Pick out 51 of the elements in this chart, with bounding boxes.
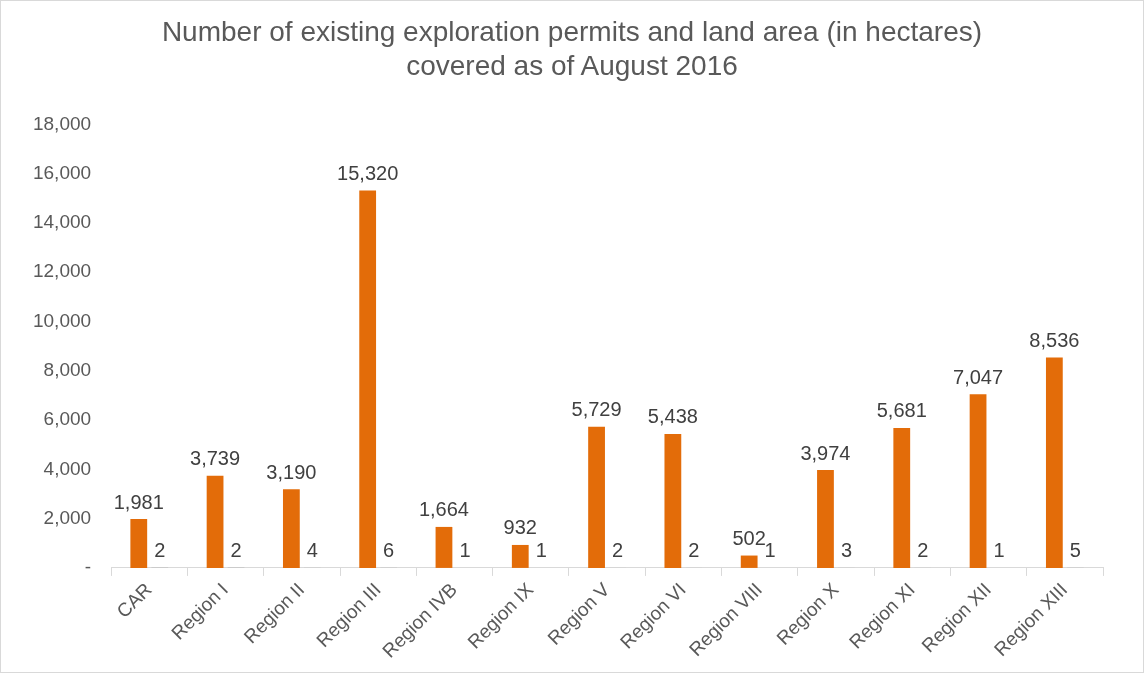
y-tick-label: 8,000 (43, 359, 92, 381)
bar (435, 526, 453, 568)
data-label: 5,681 (876, 399, 927, 422)
y-tick-label: 12,000 (32, 260, 92, 282)
data-label: 4 (306, 539, 318, 562)
bar (893, 427, 911, 568)
y-tick-label: 16,000 (32, 161, 92, 183)
data-label: 2 (917, 539, 929, 562)
data-label: 2 (611, 539, 624, 562)
data-label: 6 (383, 539, 395, 562)
bar (359, 190, 377, 568)
bar (969, 394, 987, 568)
data-label: 5,729 (571, 398, 622, 421)
data-label: 1 (535, 539, 547, 562)
y-tick-label: 6,000 (43, 408, 92, 430)
bar (588, 426, 605, 568)
data-label: 8,536 (1029, 329, 1080, 352)
data-label: 1,981 (113, 490, 164, 513)
data-label: 3 (840, 539, 853, 562)
bar (817, 470, 834, 568)
data-label: 5 (1069, 539, 1081, 562)
data-label: 502 (732, 527, 766, 550)
data-label: 1 (459, 539, 471, 562)
data-label: 3,739 (190, 447, 241, 470)
data-label: 2 (154, 539, 166, 562)
bar (1045, 357, 1063, 568)
y-tick-label: - (84, 556, 92, 578)
bar (206, 475, 224, 568)
data-label: 3,190 (266, 460, 317, 483)
chart-title: Number of existing exploration permits and land area (in hectares) covered as of August 2016 (160, 15, 984, 83)
bar (664, 433, 682, 568)
data-label: 15,320 (337, 161, 399, 184)
data-label: 5,438 (647, 405, 698, 428)
data-label: 1,664 (418, 498, 469, 521)
data-label: 1 (764, 539, 776, 562)
y-tick-label: 4,000 (43, 457, 92, 479)
y-tick-label: 2,000 (43, 506, 92, 528)
bar (740, 555, 758, 568)
bar (282, 489, 300, 568)
data-label: 7,047 (953, 365, 1004, 388)
data-label: 3,974 (800, 441, 851, 464)
data-label: 2 (688, 539, 700, 562)
data-label: 2 (230, 539, 242, 562)
bar (130, 519, 148, 568)
data-label: 932 (503, 516, 537, 539)
bar (511, 544, 529, 568)
x-tick-label: CAR (112, 578, 156, 622)
data-label: 1 (993, 539, 1005, 562)
y-tick-label: 14,000 (32, 211, 92, 233)
y-tick-label: 18,000 (32, 112, 92, 134)
y-tick-label: 10,000 (32, 309, 92, 331)
